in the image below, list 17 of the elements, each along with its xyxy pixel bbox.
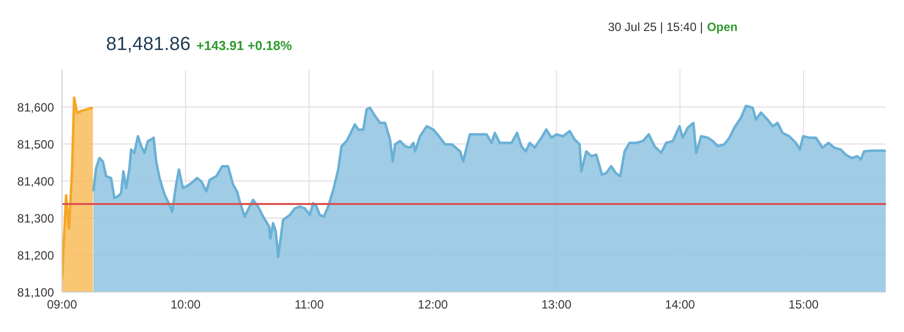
x-tick-label: 11:00: [294, 298, 324, 312]
text: Open: [706, 20, 738, 34]
y-tick-label: 81,400: [17, 174, 54, 188]
chart-title: 81,481.86: [106, 34, 191, 55]
chart-subtitle: +143.91 +0.18%: [196, 38, 292, 53]
x-tick-label: 12:00: [418, 298, 448, 312]
x-tick-label: 15:00: [788, 298, 819, 312]
y-tick-label: 81,500: [17, 137, 54, 152]
x-tick-label: 09:00: [46, 298, 78, 312]
x-tick-label: 10:00: [170, 298, 201, 312]
y-tick-label: 81,300: [17, 211, 54, 226]
x-tick-label: 13:00: [541, 298, 572, 312]
y-tick-label: 81,600: [17, 100, 54, 114]
text: 30 Jul 25 | 15:40 |: [608, 20, 703, 34]
x-tick-label: 14:00: [664, 298, 696, 312]
y-tick-label: 81,200: [17, 248, 54, 262]
y-tick-label: 81,100: [17, 285, 54, 300]
